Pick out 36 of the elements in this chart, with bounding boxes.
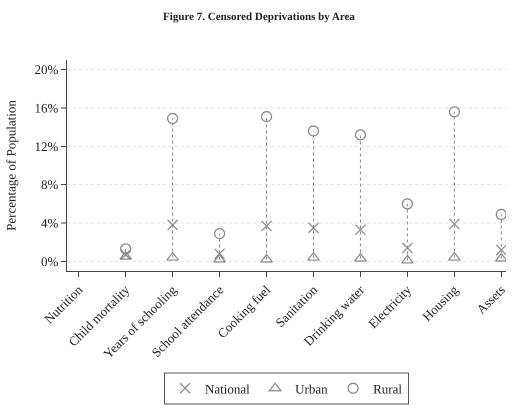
point (496, 208, 506, 220)
point (448, 106, 460, 118)
legend-label: National (205, 381, 250, 396)
point (260, 220, 272, 232)
point (167, 112, 178, 124)
point (401, 254, 414, 264)
point (214, 248, 226, 260)
point (448, 218, 460, 230)
y-tick-label: 0% (41, 254, 59, 269)
point (307, 252, 320, 261)
point (354, 252, 367, 262)
y-tick-label: 16% (34, 100, 59, 116)
point (120, 243, 132, 255)
y-tick-label: 4% (41, 216, 59, 231)
point (494, 252, 506, 262)
point (496, 244, 506, 256)
point (402, 198, 413, 210)
chart-title: Figure 7. Censored Deprivations by Area (163, 11, 356, 24)
point (354, 224, 366, 236)
point (308, 222, 320, 234)
point (166, 252, 180, 261)
point (260, 254, 273, 263)
point (354, 129, 366, 140)
y-axis-title: Percentage of Population (4, 100, 19, 231)
point (167, 219, 178, 231)
y-tick-label: 20% (34, 62, 59, 78)
point (448, 252, 461, 261)
point (213, 254, 226, 263)
point (214, 228, 226, 240)
point (402, 242, 413, 254)
y-tick-label: 12% (34, 138, 59, 154)
legend-label: Rural (373, 381, 402, 396)
legend-label: Urban (295, 381, 328, 396)
point (260, 110, 272, 122)
point (308, 125, 320, 137)
y-tick-label: 8% (41, 177, 59, 192)
